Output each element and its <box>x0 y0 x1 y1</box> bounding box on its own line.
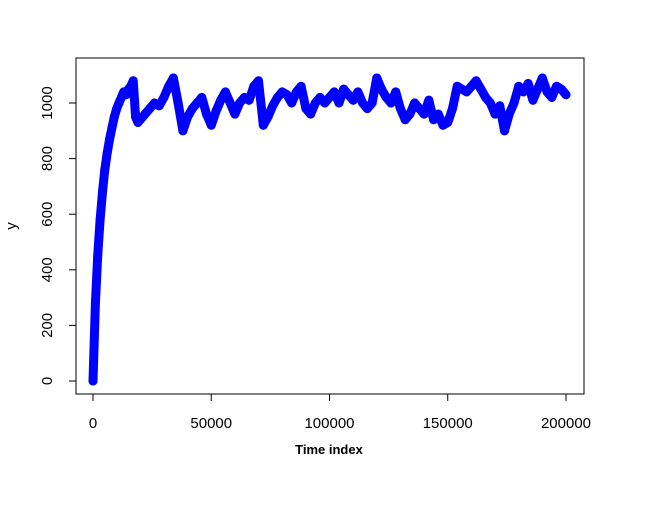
data-point <box>244 95 254 105</box>
data-point <box>282 90 292 100</box>
data-point <box>220 87 230 97</box>
data-point <box>100 165 110 175</box>
data-point <box>159 92 169 102</box>
y-tick-label: 800 <box>39 146 56 171</box>
data-point <box>334 98 344 108</box>
y-tick-label: 1000 <box>39 86 56 119</box>
x-axis-title: Time index <box>295 442 363 457</box>
data-point <box>197 92 207 102</box>
data-point <box>367 98 377 108</box>
data-point <box>178 126 188 136</box>
data-point <box>154 101 164 111</box>
data-point <box>202 109 212 119</box>
data-point <box>329 87 339 97</box>
data-point <box>268 101 278 111</box>
data-point <box>211 106 221 116</box>
data-point <box>509 98 519 108</box>
data-point <box>258 120 268 130</box>
data-point <box>90 298 100 308</box>
data-point <box>405 109 415 119</box>
data-point <box>230 109 240 119</box>
x-tick-label: 50000 <box>190 415 232 432</box>
y-tick-label: 600 <box>39 202 56 227</box>
y-tick-label: 400 <box>39 257 56 282</box>
data-point <box>88 376 98 386</box>
data-point <box>102 148 112 158</box>
data-point <box>386 98 396 108</box>
data-point <box>164 81 174 91</box>
y-tick-label: 0 <box>39 377 56 385</box>
data-point <box>523 79 533 89</box>
data-point <box>254 76 264 86</box>
data-point <box>168 73 178 83</box>
series-layer <box>88 73 571 386</box>
data-point <box>447 104 457 114</box>
data-point <box>490 109 500 119</box>
data-point <box>433 109 443 119</box>
data-point <box>97 187 107 197</box>
data-point <box>109 112 119 122</box>
data-point <box>107 123 117 133</box>
series-line <box>88 73 571 386</box>
data-point <box>537 73 547 83</box>
data-point <box>518 87 528 97</box>
data-point <box>533 84 543 94</box>
data-point <box>391 87 401 97</box>
data-point <box>504 109 514 119</box>
data-point <box>173 98 183 108</box>
data-point <box>306 109 316 119</box>
data-point <box>348 95 358 105</box>
x-tick-label: 0 <box>89 415 97 432</box>
data-point <box>225 98 235 108</box>
data-point <box>183 112 193 122</box>
data-point <box>424 95 434 105</box>
data-point <box>353 87 363 97</box>
data-point <box>485 98 495 108</box>
data-point <box>287 98 297 108</box>
x-tick-label: 150000 <box>423 415 473 432</box>
y-axis-title: y <box>3 222 20 230</box>
data-point <box>93 251 103 261</box>
data-point <box>500 126 510 136</box>
data-point <box>216 95 226 105</box>
data-point <box>443 117 453 127</box>
x-axis: 0 50000 100000 150000 200000 <box>89 393 591 432</box>
data-point <box>419 109 429 119</box>
x-tick-label: 200000 <box>541 415 591 432</box>
data-point <box>296 81 306 91</box>
data-point <box>395 104 405 114</box>
data-point <box>263 112 273 122</box>
data-point <box>95 215 105 225</box>
x-tick-label: 100000 <box>304 415 354 432</box>
data-point <box>372 73 382 83</box>
data-point <box>547 92 557 102</box>
y-axis: 0 200 400 600 800 1000 <box>39 86 77 385</box>
data-point <box>128 76 138 86</box>
data-point <box>528 95 538 105</box>
data-point <box>471 76 481 86</box>
data-point <box>206 120 216 130</box>
data-point <box>377 84 387 94</box>
data-point <box>495 101 505 111</box>
data-point <box>561 90 571 100</box>
data-point <box>105 134 115 144</box>
y-tick-label: 200 <box>39 313 56 338</box>
data-point <box>476 84 486 94</box>
